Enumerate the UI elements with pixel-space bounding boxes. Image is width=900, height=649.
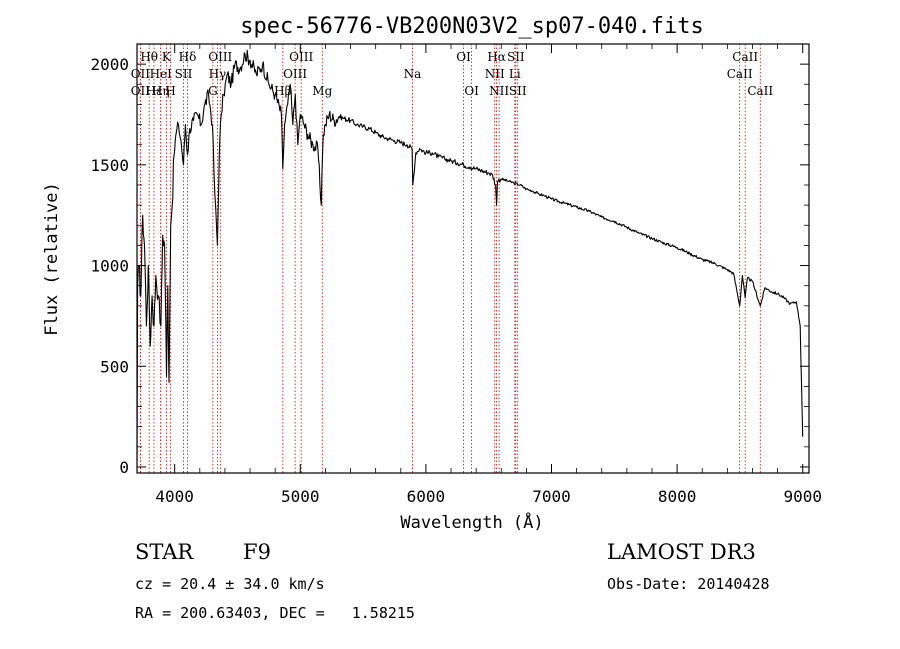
line-label-18: OI [456,50,471,64]
object-subclass: F9 [243,540,271,564]
y-tick-label-4: 2000 [90,55,129,74]
y-tick-label-2: 1000 [90,257,129,276]
y-tick-label-1: 500 [100,357,129,376]
line-label-21: SII [507,50,525,64]
x-tick-label-5: 9000 [783,487,822,506]
line-label-7: H [165,84,175,98]
line-label-20: Hα [487,50,506,64]
y-tick-label-0: 0 [119,458,129,477]
line-label-2: OII [131,84,151,98]
line-label-24: NII [489,84,509,98]
line-label-23: Li [509,67,521,81]
line-label-12: G [208,84,218,98]
x-axis-label: Wavelength (Å) [400,511,543,533]
line-label-1: OII [131,67,151,81]
line-label-13: OIII [289,50,313,64]
coordinates: RA = 200.63403, DEC = 1.58215 [135,604,415,622]
line-label-4: K [162,50,172,64]
line-label-22: NII [485,67,505,81]
x-tick-label-1: 5000 [281,487,320,506]
line-label-0: Hθ [140,50,158,64]
axis-ticks: 4000 5000 6000 7000 8000 9000 0 500 1000 1500 2000 [90,44,822,506]
object-class: STAR [135,540,194,564]
survey-name: LAMOST DR3 [607,540,756,564]
line-label-16: Mg [312,84,332,98]
line-label-14: OIII [283,67,307,81]
x-tick-label-4: 8000 [658,487,697,506]
line-label-9: SII [175,67,193,81]
line-label-17: Na [404,67,422,81]
line-label-11: Hγ [209,67,227,81]
spectrum-series-line [136,49,804,461]
plot-frame [136,43,810,474]
line-label-3: Hε [146,84,163,98]
x-tick-label-2: 6000 [407,487,446,506]
line-label-19: OI [464,84,479,98]
observation-date: Obs-Date: 20140428 [607,575,770,593]
x-tick-label-3: 7000 [532,487,571,506]
line-label-6: Hη [152,84,170,98]
y-tick-label-3: 1500 [90,156,129,175]
line-label-25: SII [509,84,527,98]
redshift-cz: cz = 20.4 ± 34.0 km/s [135,575,325,593]
y-axis-label: Flux (relative) [42,182,62,336]
line-label-26: CaII [732,50,758,64]
line-label-28: CaII [747,84,773,98]
line-label-15: Hβ [274,84,291,98]
line-label-27: CaII [727,67,753,81]
line-label-8: Hδ [179,50,197,64]
chart-title: spec-56776-VB200N03V2_sp07-040.fits [240,14,704,39]
x-tick-label-0: 4000 [155,487,194,506]
line-label-5: HeI [150,67,173,81]
line-label-10: OIII [208,50,232,64]
